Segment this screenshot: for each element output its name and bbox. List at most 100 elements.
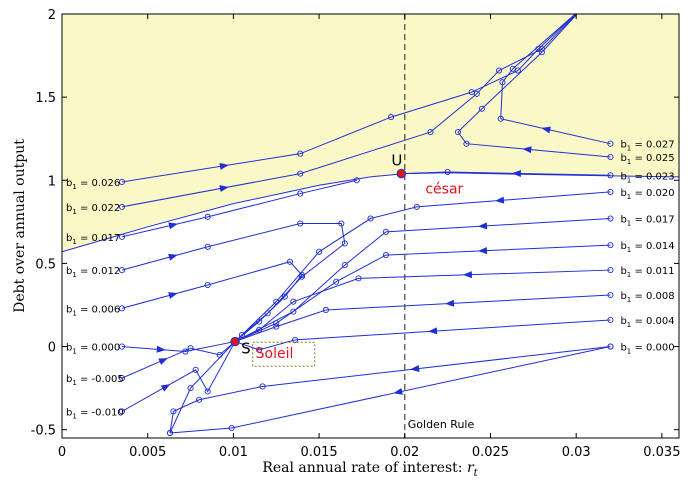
b-label-value: = 0.026 xyxy=(77,178,120,189)
data-point xyxy=(497,115,504,122)
data-point xyxy=(204,213,211,220)
equilibrium-point-S xyxy=(230,336,240,347)
b-label-var: b xyxy=(620,215,626,226)
b-label-value: = 0.017 xyxy=(77,233,120,244)
series-right-5 xyxy=(232,242,614,345)
data-point xyxy=(187,385,194,392)
b-label-value: = 0.020 xyxy=(631,188,674,199)
b-label-value: = 0.017 xyxy=(631,215,674,226)
y-tick-label: 0.5 xyxy=(35,257,56,272)
data-point xyxy=(607,153,614,161)
data-point xyxy=(463,140,470,147)
b-label-value: = -0.010 xyxy=(77,407,124,418)
direction-arrow xyxy=(168,253,178,261)
data-point xyxy=(338,220,345,227)
series-right-4 xyxy=(232,215,614,345)
b-label-var: b xyxy=(620,140,626,151)
data-point xyxy=(273,323,280,330)
b-label-sub: 1 xyxy=(627,193,631,201)
b-label-sub: 1 xyxy=(627,321,631,329)
equilibrium-point-U xyxy=(396,168,407,179)
series-line xyxy=(121,261,303,342)
data-point xyxy=(607,343,614,350)
data-point xyxy=(204,388,211,395)
data-point xyxy=(607,316,614,323)
data-point xyxy=(582,3,587,8)
data-point xyxy=(607,140,614,147)
left-series-label-1: b1 = 0.022 xyxy=(66,203,120,216)
data-point xyxy=(607,215,614,222)
data-point xyxy=(478,105,485,112)
shaded-region-boundary xyxy=(62,172,679,253)
x-tick-label: 0.02 xyxy=(390,445,419,460)
plot-frame xyxy=(61,13,680,439)
data-point xyxy=(444,168,451,176)
direction-arrow xyxy=(462,271,472,279)
data-point xyxy=(118,408,126,415)
data-point xyxy=(290,298,297,305)
x-axis-label-subscript: t xyxy=(474,468,479,479)
b-label-value: = 0.022 xyxy=(77,203,120,214)
direction-arrow xyxy=(444,299,455,307)
direction-arrow xyxy=(494,196,505,204)
b-label-sub: 1 xyxy=(72,309,76,317)
x-tick-label: 0.005 xyxy=(129,445,166,460)
b-label-var: b xyxy=(620,241,626,252)
data-point xyxy=(290,308,297,315)
b-label-var: b xyxy=(66,233,72,244)
b-label-var: b xyxy=(66,266,72,277)
left-series-label-5: b1 = 0.000 xyxy=(66,343,120,356)
direction-arrow xyxy=(168,292,178,299)
series-line xyxy=(234,269,611,343)
data-point xyxy=(316,248,323,255)
data-point xyxy=(473,90,480,97)
x-axis-label-symbol: r xyxy=(467,460,475,476)
series-left-3 xyxy=(118,220,348,345)
direction-arrow xyxy=(158,358,168,365)
data-point xyxy=(118,203,126,210)
data-point xyxy=(187,345,194,352)
direction-arrow xyxy=(219,162,229,170)
data-point xyxy=(292,336,299,343)
data-point xyxy=(322,306,329,314)
b-label-sub: 1 xyxy=(72,412,76,420)
direction-arrow xyxy=(522,146,532,154)
data-point xyxy=(118,178,126,185)
data-point xyxy=(264,310,271,317)
direction-arrow xyxy=(156,345,166,353)
b-label-sub: 1 xyxy=(627,271,631,279)
b-label-var: b xyxy=(66,407,72,418)
data-point xyxy=(353,177,360,184)
golden-rule-label: Golden Rule xyxy=(408,418,475,431)
b-label-value: = -0.005 xyxy=(77,374,124,385)
b-label-sub: 1 xyxy=(72,183,76,191)
data-point xyxy=(281,293,288,300)
y-tick-label: 0 xyxy=(48,341,56,356)
right-series-label-1: b1 = 0.025 xyxy=(620,153,674,166)
series-line xyxy=(121,341,236,353)
series-left-7 xyxy=(118,338,239,415)
data-point xyxy=(388,114,395,121)
x-tick-label: 0.03 xyxy=(562,445,591,460)
data-point xyxy=(582,3,587,8)
b-label-value: = 0.006 xyxy=(77,304,120,315)
b-label-value: = 0.004 xyxy=(631,316,674,327)
data-point xyxy=(367,215,374,222)
left-series-label-0: b1 = 0.026 xyxy=(66,178,120,191)
direction-arrow xyxy=(219,185,229,193)
b-label-sub: 1 xyxy=(627,145,631,153)
series-left-1 xyxy=(118,14,578,210)
direction-arrow xyxy=(541,126,551,134)
annotation-1: Soleil xyxy=(256,346,294,362)
data-point xyxy=(341,240,348,247)
data-point xyxy=(259,383,266,390)
data-point xyxy=(286,258,293,265)
series-right-3 xyxy=(232,188,614,345)
series-line xyxy=(457,14,611,158)
direction-arrow xyxy=(168,222,178,230)
series-right-10 xyxy=(166,343,614,437)
left-series-label-4: b1 = 0.006 xyxy=(66,304,120,317)
right-series-label-3: b1 = 0.020 xyxy=(620,188,674,201)
b-label-value: = 0.023 xyxy=(631,171,674,182)
